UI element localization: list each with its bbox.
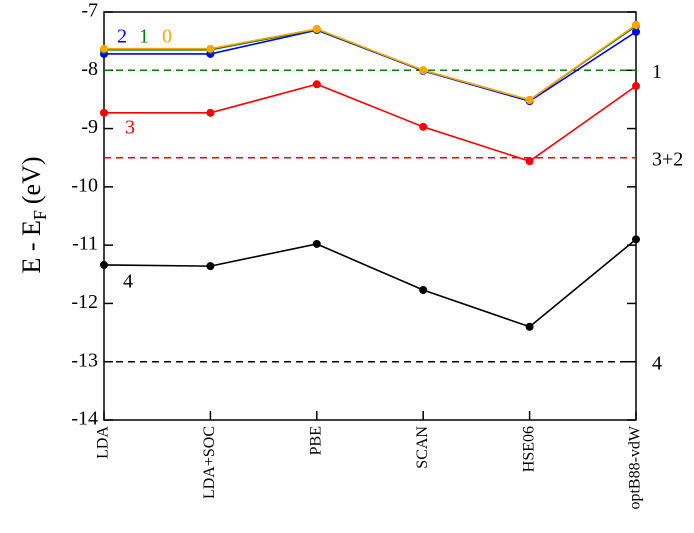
x-tick-label: HSE06	[520, 426, 537, 472]
y-tick-label: -8	[81, 58, 98, 80]
point	[312, 24, 321, 33]
y-tick-label: -13	[71, 349, 98, 371]
series-line	[104, 25, 637, 101]
point	[312, 80, 321, 89]
point	[525, 322, 534, 331]
y-tick-label: -12	[71, 291, 98, 313]
series-line	[104, 24, 637, 101]
point	[206, 262, 215, 271]
point	[419, 66, 428, 75]
point	[312, 239, 321, 248]
x-tick-label: SCAN	[414, 426, 431, 469]
y-tick-label: -14	[71, 408, 98, 430]
point	[206, 44, 215, 53]
point	[206, 108, 215, 117]
point	[419, 122, 428, 131]
point	[525, 96, 534, 105]
x-tick-label: optB88-vdW	[627, 425, 644, 509]
point	[632, 20, 640, 29]
y-label-main: E - E	[17, 220, 46, 273]
y-label-sub: F	[30, 210, 50, 220]
series-label: 1	[139, 26, 149, 48]
point	[100, 260, 108, 269]
y-axis-label: E - EF (eV)	[17, 156, 50, 273]
point	[632, 235, 640, 244]
x-tick-label: LDA	[95, 426, 112, 459]
point	[419, 286, 428, 295]
y-tick-label: -7	[81, 0, 98, 22]
plot-frame	[103, 11, 637, 421]
series-line	[104, 29, 637, 103]
reference-label: 4	[652, 352, 662, 374]
reference-label: 3+2	[652, 148, 683, 170]
point	[632, 27, 640, 36]
y-tick-label: -11	[72, 233, 98, 255]
point	[632, 82, 640, 91]
x-tick-label: PBE	[307, 426, 324, 455]
point	[100, 108, 108, 117]
series-label: 2	[117, 26, 127, 48]
series-label: 0	[162, 26, 172, 48]
y-label-unit: (eV)	[17, 156, 46, 204]
point	[525, 157, 534, 166]
series-line	[104, 83, 637, 163]
y-tick-label: -10	[71, 174, 98, 196]
series-label: 3	[125, 117, 135, 139]
reference-label: 1	[652, 61, 662, 83]
series-label: 4	[123, 271, 133, 293]
y-tick-label: -9	[81, 116, 98, 138]
series-line	[103, 238, 637, 328]
x-tick-label: LDA+SOC	[201, 426, 218, 499]
point	[100, 44, 108, 53]
